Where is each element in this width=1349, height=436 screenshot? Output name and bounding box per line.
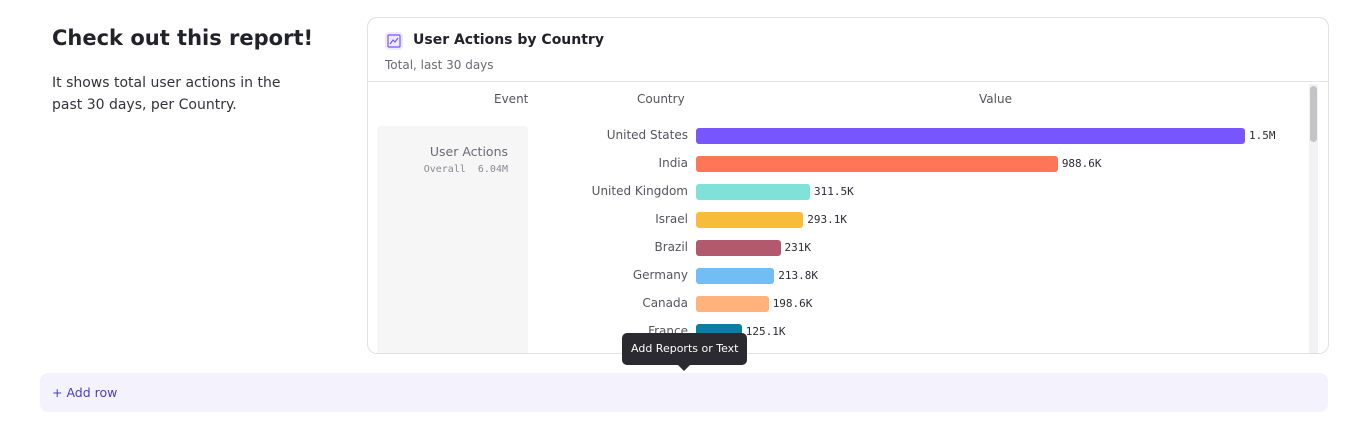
country-label: Brazil <box>654 240 689 254</box>
report-card[interactable]: User Actions by Country Total, last 30 d… <box>367 17 1329 354</box>
value-label: 311.5K <box>814 185 854 198</box>
intro-text: It shows total user actions in the past … <box>52 75 281 113</box>
bar[interactable] <box>696 212 804 228</box>
bar[interactable] <box>696 128 1245 144</box>
scrollbar[interactable] <box>1309 84 1318 353</box>
event-cell: User Actions Overall 6.04M <box>377 126 528 353</box>
bar[interactable] <box>696 296 769 312</box>
tooltip-arrow <box>678 365 690 371</box>
header-value: Value <box>979 92 1012 106</box>
value-label: 988.6K <box>1061 157 1102 170</box>
country-label: United Kingdom <box>591 184 688 198</box>
bar[interactable] <box>696 156 1058 172</box>
value-label: 125.1K <box>745 325 786 338</box>
tooltip: Add Reports or Text <box>622 333 748 365</box>
country-label: Canada <box>642 296 688 310</box>
line-chart-icon <box>385 32 403 50</box>
value-label: 213.8K <box>778 269 818 282</box>
value-label: 231K <box>784 241 812 254</box>
country-label: India <box>658 156 688 170</box>
overall-value: 6.04M <box>477 164 508 175</box>
overall-label: Overall <box>423 164 466 175</box>
scrollbar-thumb[interactable] <box>1310 86 1317 142</box>
event-name: User Actions <box>429 144 508 159</box>
report-subtitle: Total, last 30 days <box>385 58 494 72</box>
intro-title: Check out this report! <box>52 26 314 50</box>
report-title[interactable]: User Actions by Country <box>413 32 604 48</box>
value-label: 198.6K <box>772 297 813 310</box>
country-label: Israel <box>655 212 688 226</box>
country-label: United States <box>606 128 688 142</box>
country-label: Germany <box>632 268 688 282</box>
add-row-label: + Add row <box>52 385 118 400</box>
header-event: Event <box>494 92 529 106</box>
value-label: 1.5M <box>1249 129 1276 142</box>
event-overall: Overall 6.04M <box>424 164 508 175</box>
add-row-button[interactable]: + Add row <box>40 373 1328 412</box>
value-label: 293.1K <box>807 213 848 226</box>
bar[interactable] <box>696 184 810 200</box>
divider <box>368 81 1328 82</box>
bar[interactable] <box>696 240 781 256</box>
header-country: Country <box>637 92 685 106</box>
bar[interactable] <box>696 268 775 284</box>
